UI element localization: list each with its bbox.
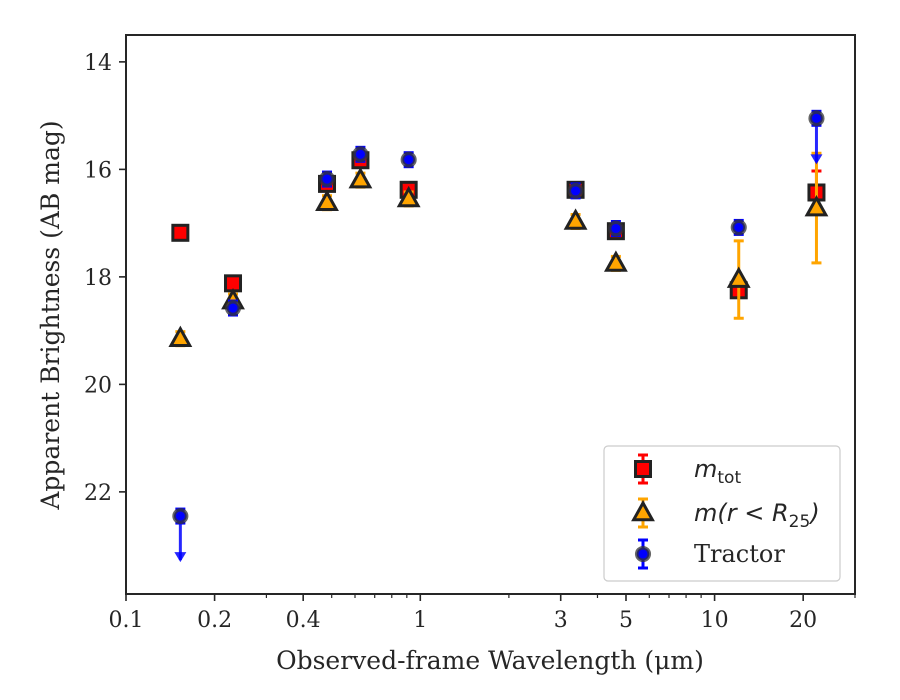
legend-marker-square: [634, 453, 652, 485]
legend-item-tractor: Tractor: [634, 538, 785, 570]
data-point-triangle: [603, 250, 628, 272]
y-tick-label: 16: [84, 158, 112, 183]
x-tick-label: 10: [701, 608, 729, 633]
data-point-circle: [400, 151, 417, 168]
chart-axes: 0.1 0.2 0.4 1 3 5 10 20 14 16 18 20 22: [84, 51, 856, 633]
x-tick-label: 3: [554, 608, 568, 633]
data-point-circle: [224, 300, 242, 317]
data-point-circle: [634, 545, 652, 563]
data-point-circle: [730, 219, 747, 236]
data-point-triangle: [631, 499, 655, 522]
data-point-triangle: [315, 189, 339, 211]
data-point-square: [171, 223, 190, 242]
data-point-triangle: [804, 194, 829, 217]
x-axis-title: Observed-frame Wavelength (μm): [276, 646, 704, 675]
y-tick-label: 18: [84, 266, 112, 291]
data-point-square: [634, 460, 652, 478]
data-point-triangle: [396, 185, 421, 208]
y-axis-title: Apparent Brightness (AB mag): [36, 120, 65, 510]
data-point-circle: [318, 171, 336, 188]
legend-marker-circle: [634, 538, 652, 570]
data-point-triangle: [726, 266, 751, 288]
data-point-circle: [172, 508, 189, 525]
legend-item-m-r25: m(r < R25): [631, 497, 820, 532]
legend-box: [603, 445, 841, 582]
series-circle: [172, 109, 825, 563]
data-point-circle: [567, 182, 584, 199]
x-tick-label: 20: [789, 608, 817, 633]
legend-label-tractor: Tractor: [694, 540, 785, 568]
y-tick-label: 22: [84, 481, 112, 506]
legend-marker-triangle: [631, 497, 655, 529]
legend-item-mtot: mtot: [634, 453, 741, 488]
data-point-triangle: [168, 325, 193, 347]
y-tick-label: 14: [84, 51, 112, 76]
chart-marks: [168, 109, 829, 563]
upper-limit-arrow-head: [810, 154, 823, 165]
series-square: [171, 151, 826, 300]
data-point-circle: [352, 146, 369, 163]
x-tick-label: 0.1: [109, 608, 144, 633]
plot-frame: [125, 34, 856, 595]
data-point-circle: [808, 110, 825, 127]
x-tick-label: 1: [413, 608, 427, 633]
data-point-circle: [607, 220, 624, 237]
legend-label-m-r25: m(r < R25): [694, 499, 820, 532]
legend: mtot m(r < R25) Tractor: [603, 445, 841, 582]
legend-label-mtot: mtot: [694, 455, 741, 488]
upper-limit-arrow-head: [174, 552, 187, 563]
y-tick-label: 20: [84, 373, 112, 398]
data-point-triangle: [563, 208, 588, 230]
series-triangle: [168, 151, 829, 348]
x-tick-label: 5: [619, 608, 633, 633]
data-point-triangle: [348, 167, 373, 189]
x-tick-label: 0.4: [286, 608, 321, 633]
x-tick-label: 0.2: [197, 608, 232, 633]
